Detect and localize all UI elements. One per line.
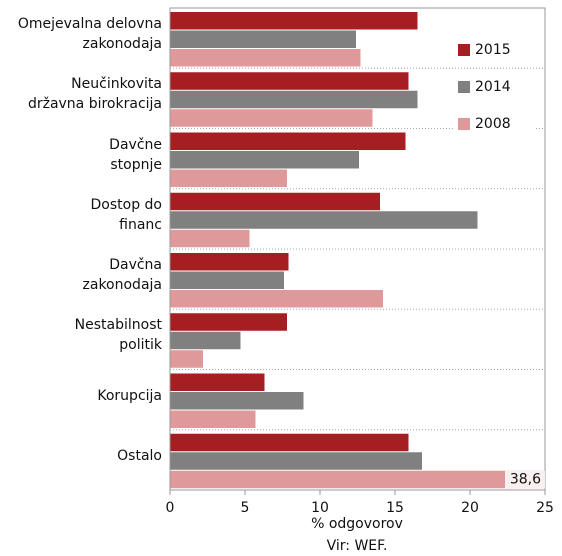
y-tick-label: Davčna zakonodaja	[82, 257, 162, 294]
value-label: 38,6	[510, 472, 541, 488]
legend-label: 2015	[475, 42, 511, 58]
x-tick-label: 10	[311, 500, 329, 516]
bar	[170, 253, 289, 271]
bar	[170, 211, 478, 229]
bar	[170, 30, 356, 48]
legend-swatch	[458, 118, 470, 130]
x-tick-label: 5	[241, 500, 250, 516]
bar	[170, 373, 265, 391]
x-tick-label: 25	[536, 500, 554, 516]
source-note: Vir: WEF.	[327, 538, 388, 554]
bar	[170, 169, 287, 187]
x-tick-label: 15	[386, 500, 404, 516]
bar	[170, 410, 256, 428]
y-tick-label: Nestabilnost politik	[74, 317, 162, 354]
bar	[170, 109, 373, 127]
bar	[170, 132, 406, 150]
y-tick-label: Davčne stopnje	[109, 136, 162, 173]
y-tick-label: Dostop do financ	[90, 196, 162, 233]
bar	[170, 90, 418, 109]
y-tick-label: Ostalo	[117, 447, 162, 464]
bar	[170, 452, 422, 470]
bar	[170, 12, 418, 30]
legend-bg	[454, 113, 536, 135]
bar	[170, 49, 361, 67]
bar	[170, 271, 284, 289]
bar	[170, 331, 241, 350]
legend-swatch	[458, 81, 470, 93]
bar	[170, 313, 287, 331]
bar	[170, 350, 203, 368]
value-label-bg	[505, 470, 545, 489]
y-tick-label: Neučinkovita državna birokracija	[27, 76, 162, 113]
bar	[170, 290, 383, 308]
bar	[170, 229, 250, 248]
legend-swatch	[458, 44, 470, 56]
legend-label: 2014	[475, 79, 511, 95]
legend-bg	[454, 76, 536, 98]
x-tick-label: 20	[461, 500, 479, 516]
bar	[170, 72, 409, 90]
legend-bg	[454, 39, 536, 61]
x-axis-label: % odgovorov	[311, 516, 403, 532]
legend-label: 2008	[475, 116, 511, 132]
bar	[170, 192, 380, 211]
plot-area	[170, 12, 545, 489]
x-tick-label: 0	[166, 500, 175, 516]
bar	[170, 433, 409, 452]
y-tick-label: Omejevalna delovna zakonodaja	[17, 16, 162, 53]
y-tick-label: Korupcija	[97, 387, 162, 404]
bar	[170, 470, 545, 489]
bar	[170, 392, 304, 410]
bar	[170, 151, 359, 169]
